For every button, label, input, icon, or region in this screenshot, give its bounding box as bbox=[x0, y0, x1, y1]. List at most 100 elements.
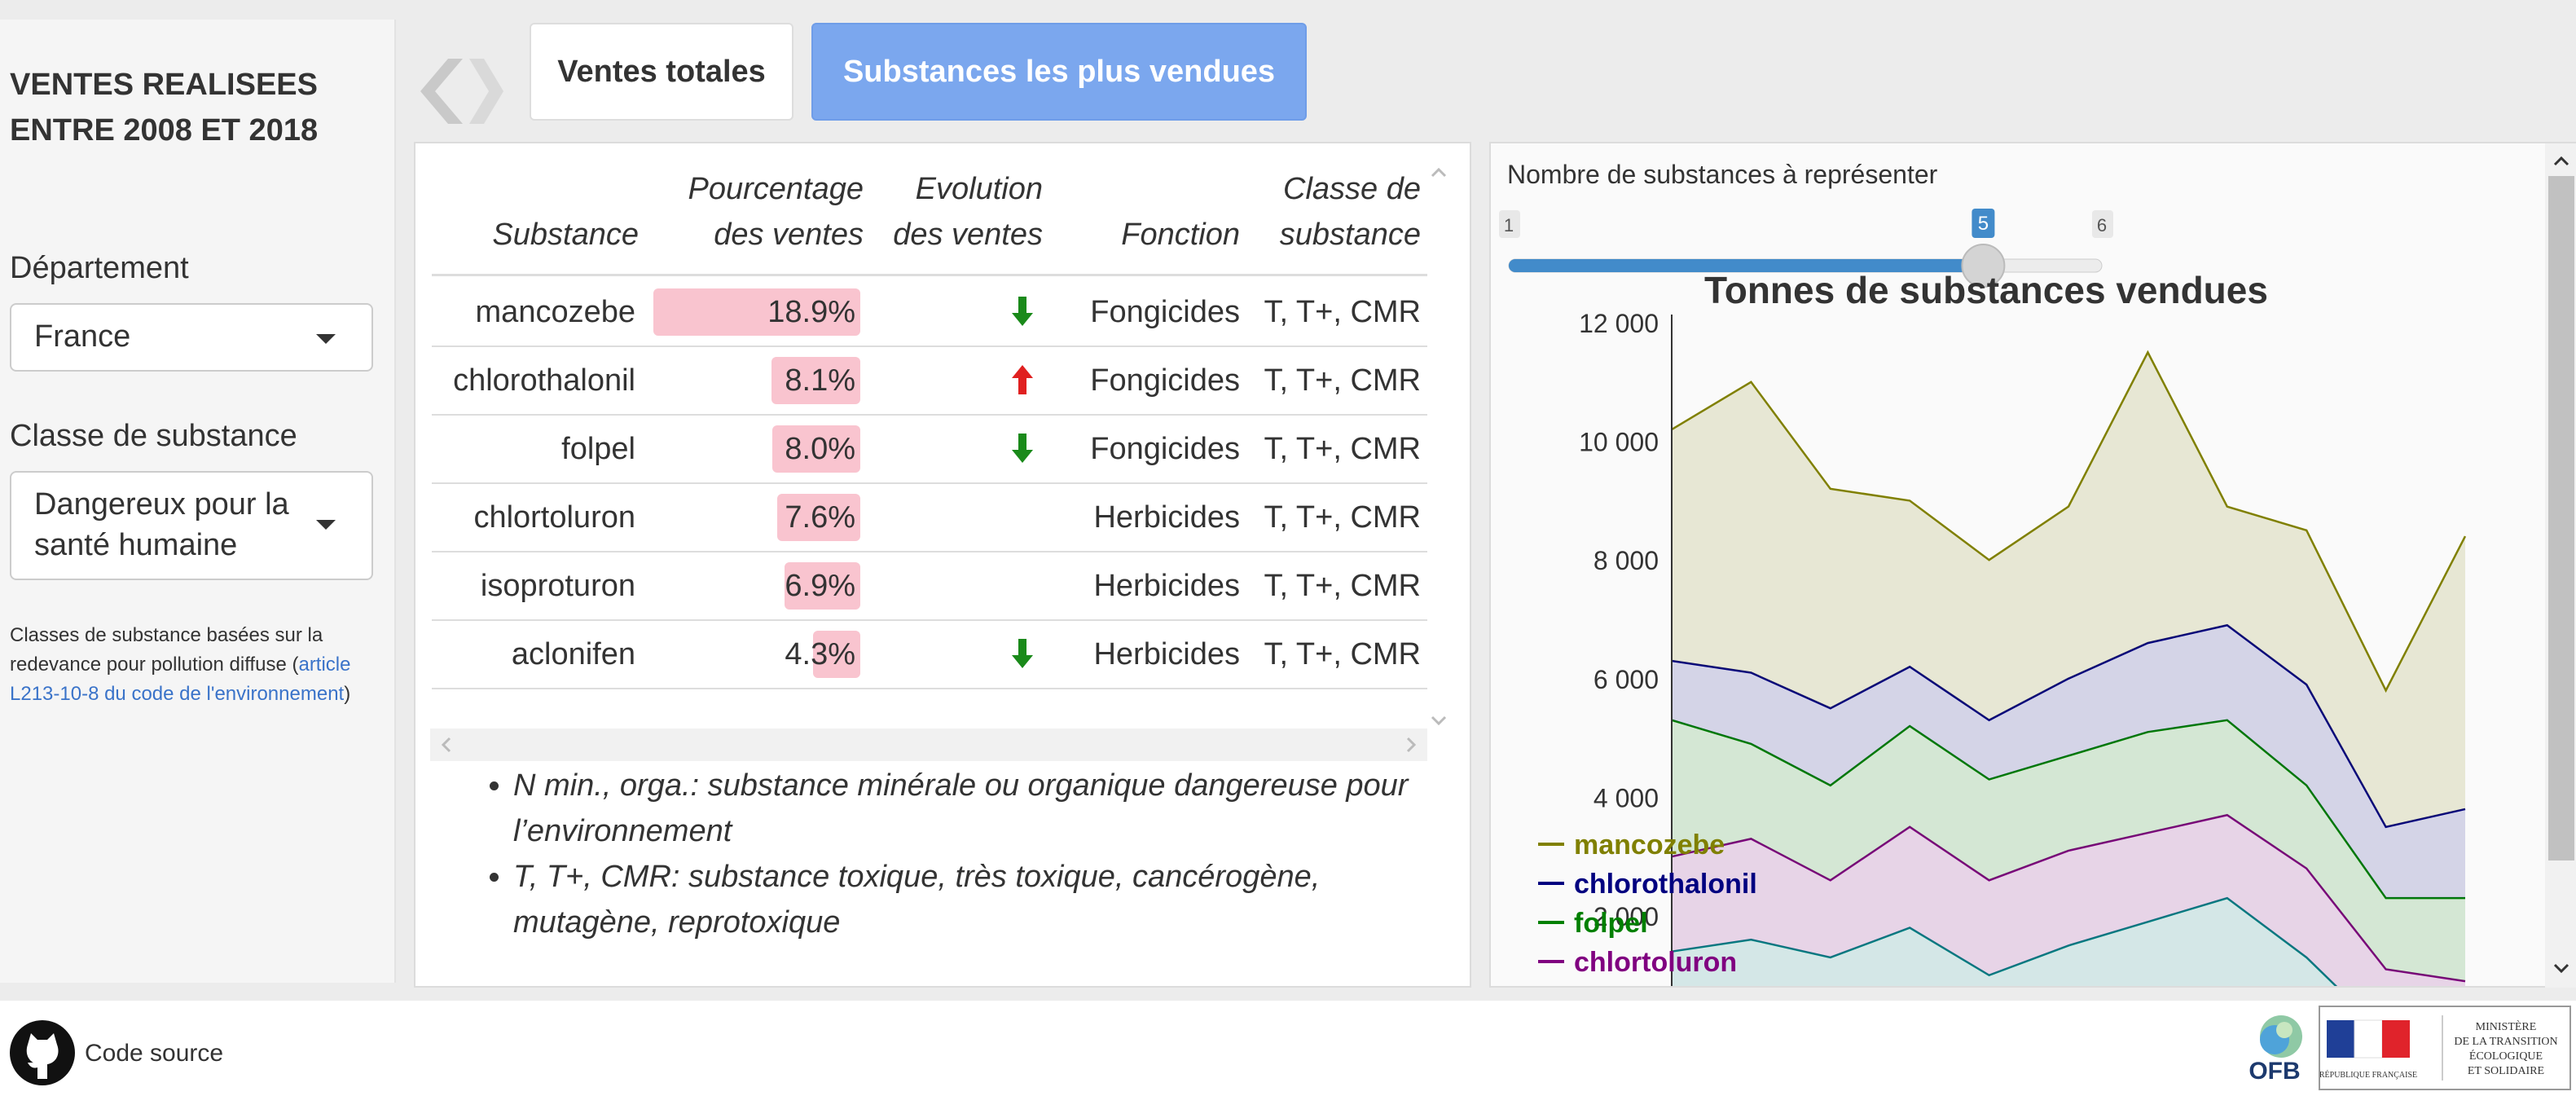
cell-pourcentage: 4.3% bbox=[653, 631, 860, 678]
code-source-link[interactable]: Code source bbox=[85, 1040, 224, 1067]
cell-classe: T, T+, CMR bbox=[1264, 432, 1422, 466]
percentage-value: 8.0% bbox=[785, 432, 855, 466]
slider-value-label: 5 bbox=[1978, 213, 1989, 235]
scroll-thumb[interactable] bbox=[2548, 176, 2574, 861]
legend-label-chlorothalonil[interactable]: chlorothalonil bbox=[1574, 869, 1757, 900]
arrow-down-icon bbox=[1002, 279, 1043, 346]
slider-min-label: 1 bbox=[1504, 215, 1514, 235]
article-link[interactable]: article L213-10-8 du code de l'environne… bbox=[10, 654, 351, 705]
department-select[interactable]: France bbox=[10, 303, 373, 372]
header-classe-l2: substance bbox=[1279, 218, 1421, 252]
percentage-value: 6.9% bbox=[785, 569, 855, 603]
department-value: France bbox=[34, 319, 131, 354]
cell-substance: aclonifen bbox=[511, 637, 635, 671]
series-area-isoproturon bbox=[1672, 898, 2336, 986]
cell-pourcentage: 7.6% bbox=[653, 494, 860, 541]
cell-pourcentage: 8.1% bbox=[653, 357, 860, 404]
evolution-empty bbox=[1002, 552, 1043, 619]
slider-handle[interactable] bbox=[1961, 244, 2006, 288]
table-horizontal-scrollbar[interactable] bbox=[430, 728, 1427, 761]
area-chart: 1 6 5 12 000 10 000 8 000 6 000 4 000 2 000 Tonne… bbox=[1499, 209, 2467, 986]
class-note: Classes de substance basées sur la redev… bbox=[10, 621, 385, 709]
slider-label: Nombre de substances à représenter bbox=[1507, 160, 1938, 189]
class-label: Classe de substance bbox=[10, 419, 297, 453]
ministry-line3: ÉCOLOGIQUE bbox=[2469, 1049, 2543, 1063]
app-title-line2: ENTRE 2008 ET 2018 bbox=[10, 113, 319, 147]
legend-label-folpel[interactable]: folpel bbox=[1574, 908, 1648, 939]
chart-plot-area bbox=[1671, 350, 2467, 986]
nav-chevrons-icon[interactable] bbox=[417, 57, 507, 125]
chart-panel: Nombre de substances à représenter 1 6 5 12… bbox=[1489, 142, 2576, 988]
percentage-bar bbox=[772, 425, 860, 473]
header-classe-l1: Classe de bbox=[1283, 172, 1421, 206]
cell-substance: chlorothalonil bbox=[453, 363, 635, 398]
cell-classe: T, T+, CMR bbox=[1264, 363, 1422, 398]
cell-classe: T, T+, CMR bbox=[1264, 569, 1422, 603]
class-value-line1: Dangereux pour la bbox=[34, 487, 289, 522]
class-value: Dangereux pour la santé humaine bbox=[34, 484, 289, 566]
arrow-up-icon bbox=[1002, 347, 1043, 414]
cell-substance: mancozebe bbox=[475, 295, 635, 329]
github-icon[interactable] bbox=[10, 1020, 75, 1085]
table-vertical-scrollbar[interactable] bbox=[1422, 158, 1455, 753]
cell-fonction: Herbicides bbox=[1093, 569, 1240, 603]
header-pourcentage: Pourcentage des ventes bbox=[644, 166, 864, 257]
y-tick-label: 4 000 bbox=[1594, 783, 1659, 812]
table-row: chlorothalonil 8.1% Fongicides T, T+, CMR bbox=[432, 347, 1427, 416]
class-select[interactable]: Dangereux pour la santé humaine bbox=[10, 471, 373, 580]
cell-fonction: Herbicides bbox=[1093, 637, 1240, 671]
legend-label-mancozebe[interactable]: mancozebe bbox=[1574, 830, 1725, 861]
legend-notes: N min., orga.: substance minérale ou org… bbox=[489, 763, 1418, 945]
percentage-bar bbox=[813, 631, 860, 678]
cell-fonction: Fongicides bbox=[1090, 432, 1240, 466]
cell-substance: folpel bbox=[561, 432, 635, 466]
tab-ventes-totales[interactable]: Ventes totales bbox=[530, 23, 793, 121]
ministry-line2: DE LA TRANSITION bbox=[2454, 1036, 2557, 1048]
tab-substances-plus-vendues[interactable]: Substances les plus vendues bbox=[811, 23, 1307, 121]
header-evolution-l1: Evolution bbox=[915, 172, 1043, 206]
chevron-down-icon bbox=[316, 334, 336, 344]
slider-min-bubble bbox=[1499, 210, 1520, 238]
table-row: chlortoluron 7.6% Herbicides T, T+, CMR bbox=[432, 484, 1427, 552]
table-row: aclonifen 4.3% Herbicides T, T+, CMR bbox=[432, 621, 1427, 689]
ministry-line4: ET SOLIDAIRE bbox=[2468, 1065, 2544, 1077]
percentage-value: 4.3% bbox=[785, 637, 855, 671]
table-row: isoproturon 6.9% Herbicides T, T+, CMR bbox=[432, 552, 1427, 621]
ministry-logo: RÉPUBLIQUE FRANÇAISE MINISTÈRE DE LA TRA… bbox=[2319, 1006, 2571, 1090]
series-area-mancozebe bbox=[1672, 352, 2465, 827]
cell-classe: T, T+, CMR bbox=[1264, 637, 1422, 671]
series-line-chlortoluron bbox=[1671, 813, 2466, 983]
header-classe: Classe de substance bbox=[1255, 166, 1421, 257]
slider-value-bubble bbox=[1972, 209, 1995, 238]
ofb-text: OFB bbox=[2249, 1058, 2300, 1085]
slider-max-bubble bbox=[2092, 210, 2113, 238]
cell-classe: T, T+, CMR bbox=[1264, 295, 1422, 329]
y-tick-label: 2 000 bbox=[1594, 902, 1659, 931]
series-line-folpel bbox=[1671, 719, 2465, 900]
cell-pourcentage: 8.0% bbox=[653, 425, 860, 473]
cell-fonction: Herbicides bbox=[1093, 500, 1240, 535]
republic-label: RÉPUBLIQUE FRANÇAISE bbox=[2320, 1070, 2417, 1080]
table-row: folpel 8.0% Fongicides T, T+, CMR bbox=[432, 416, 1427, 484]
ofb-logo: OFB bbox=[2249, 1015, 2302, 1085]
chart-title: Tonnes de substances vendues bbox=[1704, 269, 2268, 311]
header-evolution: Evolution des ventes bbox=[872, 166, 1043, 257]
department-label: Département bbox=[10, 251, 189, 285]
percentage-value: 7.6% bbox=[785, 500, 855, 535]
cell-pourcentage: 18.9% bbox=[653, 288, 860, 336]
chevron-down-icon bbox=[316, 520, 336, 530]
chart-panel-scrollbar[interactable] bbox=[2545, 143, 2576, 988]
table-row: mancozebe 18.9% Fongicides T, T+, CMR bbox=[432, 279, 1427, 347]
cell-fonction: Fongicides bbox=[1090, 295, 1240, 329]
legend-label-chlortoluron[interactable]: chlortoluron bbox=[1574, 947, 1737, 978]
header-substance: Substance bbox=[492, 218, 639, 252]
y-tick-label: 6 000 bbox=[1594, 665, 1659, 694]
y-tick-label: 12 000 bbox=[1579, 309, 1659, 338]
cell-substance: isoproturon bbox=[480, 569, 635, 603]
percentage-bar bbox=[785, 562, 860, 610]
app-title-line1: VENTES REALISEES bbox=[10, 68, 318, 102]
ministry-line1: MINISTÈRE bbox=[2476, 1019, 2537, 1033]
series-line-isoproturon bbox=[1671, 896, 2338, 986]
header-divider bbox=[432, 274, 1427, 276]
app-title: VENTES REALISEES ENTRE 2008 ET 2018 bbox=[10, 62, 368, 153]
